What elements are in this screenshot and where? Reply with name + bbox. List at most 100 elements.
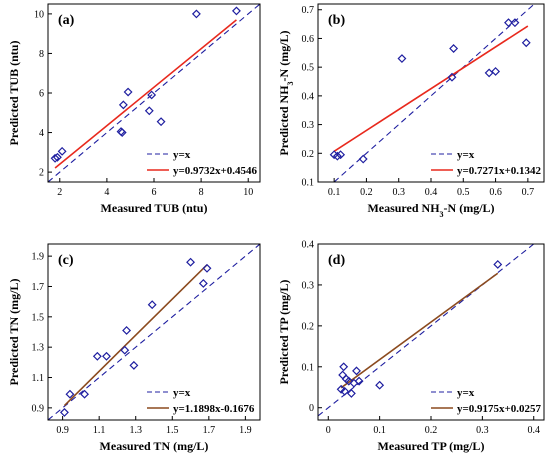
data-point bbox=[504, 18, 513, 28]
data-point bbox=[123, 87, 133, 97]
x-tick-label: 0.3 bbox=[392, 187, 405, 198]
x-tick-label: 8 bbox=[199, 187, 204, 198]
data-point bbox=[122, 326, 132, 335]
y-tick-label: 6 bbox=[39, 89, 44, 100]
data-point bbox=[92, 351, 102, 361]
x-tick-label: 0 bbox=[326, 425, 331, 436]
y-tick-label: 1.9 bbox=[32, 252, 45, 263]
y-tick-label: 0.1 bbox=[302, 178, 315, 189]
identity-line bbox=[333, 4, 535, 182]
identity-line bbox=[48, 244, 260, 420]
data-point bbox=[147, 90, 157, 100]
y-axis-title: Predicted TP (mg/L) bbox=[277, 280, 291, 385]
data-point bbox=[340, 386, 350, 396]
data-point bbox=[65, 389, 75, 399]
y-tick-label: 0.4 bbox=[302, 91, 315, 102]
data-point bbox=[59, 407, 69, 417]
x-tick-label: 1.7 bbox=[203, 425, 216, 436]
data-point bbox=[493, 260, 503, 269]
fit-line bbox=[63, 264, 208, 407]
y-tick-label: 2 bbox=[39, 168, 44, 179]
fit-line bbox=[333, 25, 529, 152]
data-point bbox=[57, 146, 67, 156]
data-point bbox=[358, 154, 368, 164]
data-point bbox=[397, 54, 407, 63]
y-tick-label: 0.7 bbox=[302, 5, 315, 16]
data-point bbox=[449, 44, 459, 53]
x-tick-label: 0.4 bbox=[425, 187, 438, 198]
fit-line bbox=[340, 272, 499, 389]
panel-label: (a) bbox=[58, 13, 75, 28]
x-tick-label: 0.1 bbox=[328, 187, 341, 198]
data-point bbox=[191, 9, 201, 19]
panel-d: 0 0.1 0.2 0.3 0.4 0 0.1 0.2 0.3 0.4 Measured TP (m… bbox=[277, 240, 545, 453]
x-tick-label: 0.7 bbox=[522, 187, 535, 198]
data-point bbox=[50, 153, 60, 163]
panel-c: 0.9 1.1 1.3 1.5 1.7 1.9 0.9 1.1 1.3 1.5 1.7 1.9 Meas… bbox=[7, 243, 261, 453]
data-point bbox=[144, 106, 154, 116]
legend-identity-label: y=x bbox=[457, 387, 475, 399]
y-tick-label: 0 bbox=[309, 403, 314, 414]
data-point bbox=[129, 360, 139, 370]
identity-line bbox=[48, 4, 260, 182]
y-tick-label: 0.2 bbox=[302, 149, 315, 160]
data-point bbox=[352, 366, 361, 376]
data-point bbox=[491, 67, 501, 76]
x-tick-label: 0.2 bbox=[425, 425, 438, 436]
data-point bbox=[346, 388, 356, 398]
data-point bbox=[339, 362, 349, 372]
data-point bbox=[156, 117, 166, 127]
data-point bbox=[120, 345, 130, 355]
panel-a: 2 4 6 8 10 2 4 6 8 10 Measured TUB (ntu) Predicted … bbox=[7, 3, 261, 215]
x-tick-label: 0.5 bbox=[457, 187, 470, 198]
x-axis-title: Measured TN (mg/L) bbox=[100, 439, 209, 453]
x-tick-label: 0.6 bbox=[489, 187, 502, 198]
legend-identity-label: y=x bbox=[173, 387, 191, 399]
x-tick-label: 4 bbox=[104, 187, 109, 198]
legend-fit-label: y=0.9175x+0.0257 bbox=[457, 403, 542, 415]
y-tick-label: 0.1 bbox=[302, 362, 315, 373]
data-point bbox=[198, 278, 208, 288]
y-axis-title: Predicted NH3-N (mg/L) bbox=[277, 30, 295, 155]
y-tick-label: 0.4 bbox=[302, 240, 315, 251]
x-tick-label: 1.1 bbox=[93, 425, 106, 436]
legend-fit-label: y=0.9732x+0.4546 bbox=[173, 165, 258, 177]
y-tick-label: 1.7 bbox=[32, 282, 45, 293]
data-point bbox=[484, 68, 494, 78]
panel-label: (b) bbox=[328, 13, 345, 28]
data-point bbox=[338, 370, 348, 380]
x-tick-label: 0.9 bbox=[56, 425, 69, 436]
data-point bbox=[117, 128, 127, 138]
data-point bbox=[118, 100, 128, 110]
y-tick-label: 0.3 bbox=[302, 120, 315, 131]
data-point bbox=[102, 351, 111, 361]
x-tick-label: 0.3 bbox=[476, 425, 489, 436]
legend-fit-label: y=1.1898x-0.1676 bbox=[173, 403, 255, 415]
x-axis-title: Measured NH3-N (mg/L) bbox=[367, 201, 494, 219]
panel-b: 0.1 0.2 0.3 0.4 0.5 0.6 0.7 0.1 0.2 0.3 0.4 0.5 0.6 0… bbox=[277, 3, 545, 219]
data-point bbox=[510, 18, 520, 28]
y-axis-title: Predicted TUB (ntu) bbox=[7, 41, 21, 146]
panel-label: (d) bbox=[328, 253, 345, 268]
plot-frame bbox=[47, 243, 261, 421]
y-tick-label: 1.3 bbox=[32, 343, 45, 354]
fit-line bbox=[54, 19, 237, 169]
plot-frame bbox=[317, 3, 545, 183]
x-tick-label: 1.9 bbox=[239, 425, 252, 436]
data-point bbox=[375, 380, 385, 390]
x-axis-title: Measured TUB (ntu) bbox=[101, 201, 208, 215]
x-tick-label: 1.3 bbox=[129, 425, 142, 436]
data-point bbox=[354, 376, 364, 386]
data-point bbox=[231, 6, 241, 16]
x-tick-label: 10 bbox=[243, 187, 253, 198]
data-point bbox=[147, 300, 157, 310]
y-tick-label: 0.3 bbox=[302, 280, 315, 291]
x-axis-title: Measured TP (mg/L) bbox=[378, 439, 485, 453]
plot-frame bbox=[317, 243, 545, 421]
x-tick-label: 0.2 bbox=[360, 187, 373, 198]
legend-fit-label: y=0.7271x+0.1342 bbox=[457, 165, 542, 177]
y-tick-label: 0.2 bbox=[302, 321, 315, 332]
y-tick-label: 10 bbox=[34, 9, 44, 20]
y-tick-label: 0.9 bbox=[32, 403, 45, 414]
